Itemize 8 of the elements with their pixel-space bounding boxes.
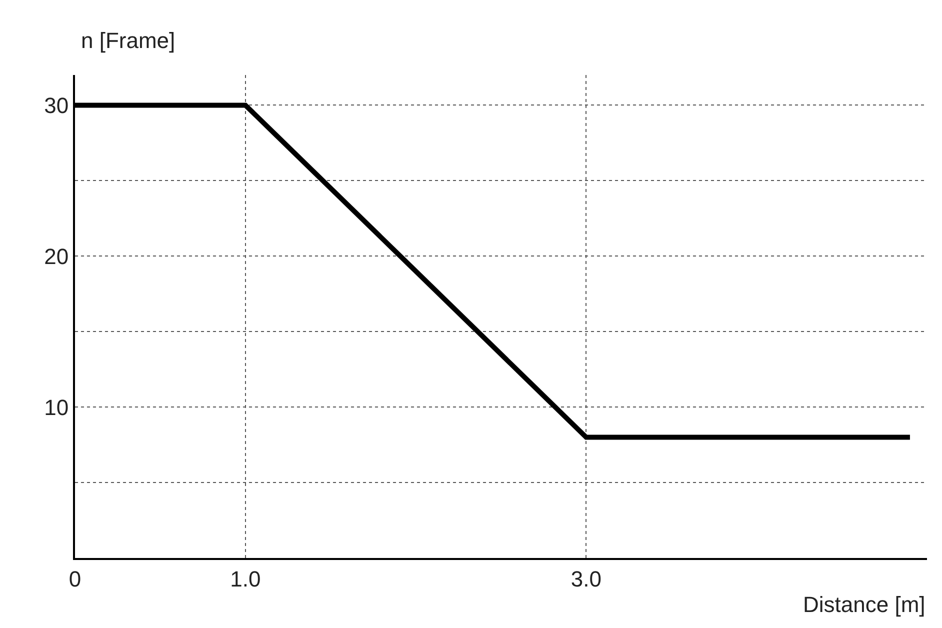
- x-axis-title: Distance [m]: [803, 592, 926, 617]
- x-tick-label: 1.0: [230, 566, 261, 592]
- y-tick-label: 20: [44, 244, 69, 269]
- y-tick-label: 30: [44, 92, 69, 118]
- y-tick-label: 10: [44, 394, 69, 420]
- x-tick-label: 3.0: [570, 566, 602, 592]
- x-tick-label: 0: [68, 566, 82, 592]
- y-axis-title: n [Frame]: [81, 28, 176, 53]
